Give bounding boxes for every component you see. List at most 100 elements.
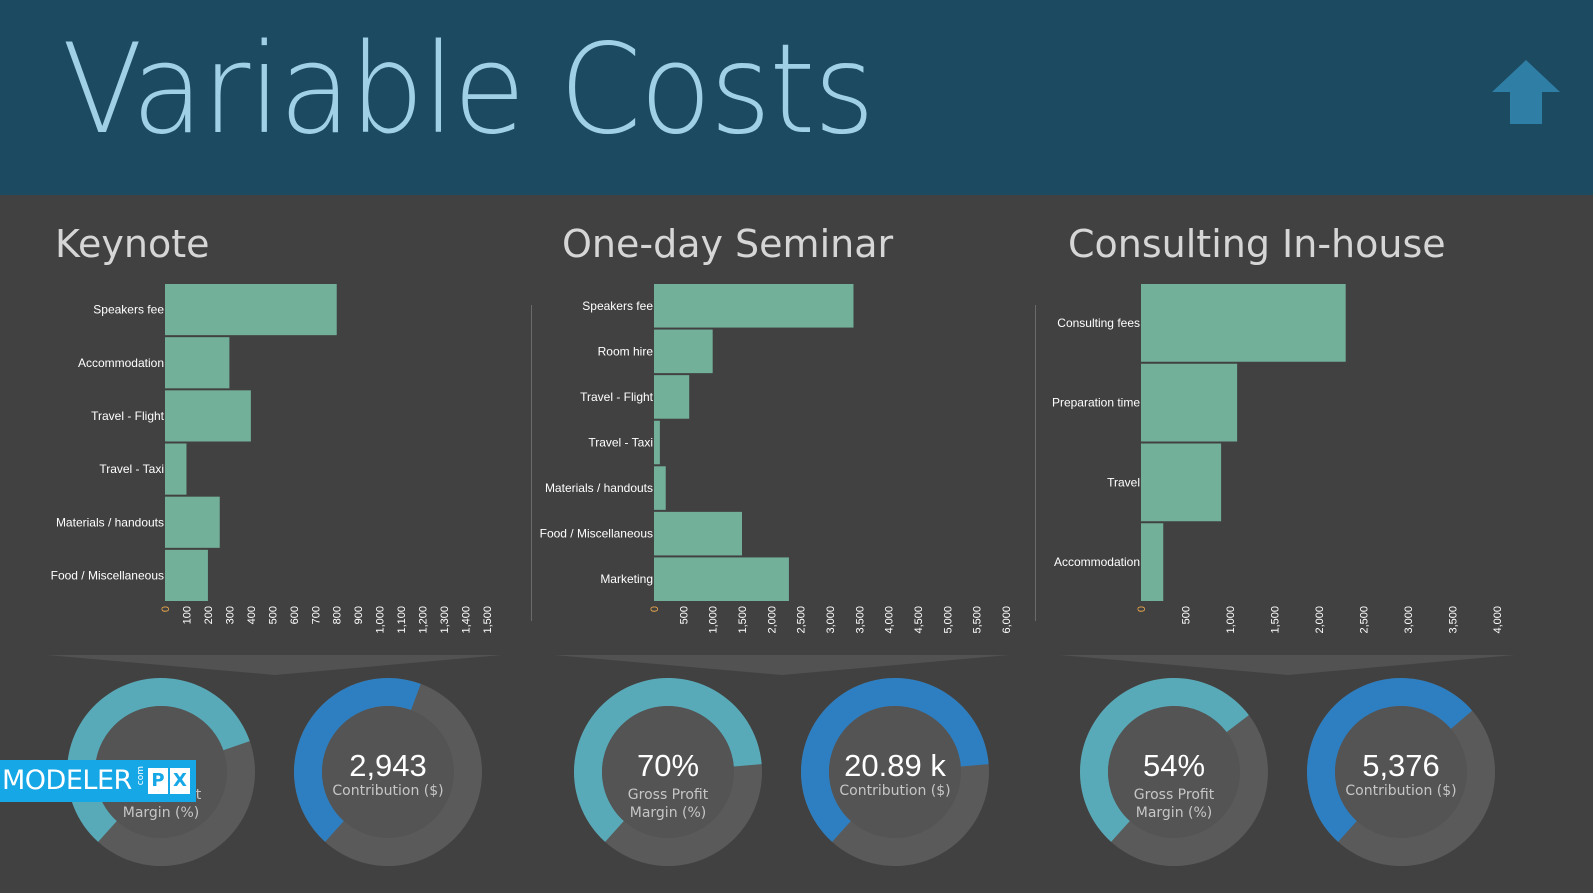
gauge-contribution: 5,376 Contribution ($)	[1303, 674, 1499, 870]
tick-label: 700	[310, 606, 322, 624]
tick-label: 800	[332, 606, 344, 624]
gauge-label-line2: Margin (%)	[629, 805, 707, 821]
panel-title-seminar: One-day Seminar	[562, 222, 894, 266]
bar	[1141, 363, 1238, 442]
gauge-center	[322, 706, 454, 838]
category-label: Accommodation	[1054, 555, 1140, 569]
bar	[654, 284, 854, 328]
funnel-divider	[47, 655, 502, 675]
gauge-value: 54%	[1142, 748, 1206, 783]
tick-label: 3,000	[1403, 606, 1415, 634]
logo-com: com	[136, 766, 146, 786]
gauge-center	[1335, 706, 1467, 838]
category-label: Marketing	[600, 572, 653, 586]
tick-label: 1,300	[439, 606, 451, 634]
tick-label: 900	[353, 606, 365, 624]
bar	[654, 420, 660, 465]
category-label: Materials / handouts	[56, 515, 164, 529]
tick-label: 2,500	[1359, 606, 1371, 634]
tick-label: 1,500	[482, 606, 494, 634]
tick-label: 0	[649, 606, 661, 612]
gauge-label-line1: Contribution ($)	[332, 783, 444, 799]
bar	[1141, 523, 1164, 601]
bar	[165, 284, 337, 336]
category-label: Accommodation	[78, 356, 164, 370]
tick-label: 3,000	[825, 606, 837, 634]
gauge-label-line1: Gross Profit	[1133, 787, 1215, 803]
panel-divider	[1035, 305, 1036, 621]
tick-label: 3,500	[1448, 606, 1460, 634]
category-label: Travel - Flight	[580, 390, 654, 404]
category-label: Materials / handouts	[545, 481, 653, 495]
bar	[165, 390, 251, 442]
tick-label: 1,200	[418, 606, 430, 634]
funnel-divider	[1060, 655, 1515, 675]
tick-label: 4,000	[1492, 606, 1504, 634]
logo-p: P	[148, 768, 168, 794]
bar	[165, 496, 220, 548]
bar	[165, 337, 230, 389]
gauge-arc	[1306, 677, 1473, 842]
tick-label: 400	[246, 606, 258, 624]
gauge-label-line1: Gross Profit	[627, 787, 709, 803]
gauge-gross-profit-margin: 54% Gross Profit Margin (%)	[1076, 674, 1272, 870]
tick-label: 2,000	[766, 606, 778, 634]
gauge-label: Gross Profit Margin (%)	[570, 786, 766, 822]
category-label: Travel - Taxi	[99, 462, 164, 476]
tick-label: 0	[1136, 606, 1148, 612]
gauge-label: Gross Profit Margin (%)	[1076, 786, 1272, 822]
tick-label: 200	[203, 606, 215, 624]
gauge-label: Contribution ($)	[797, 782, 993, 800]
page-title: Variable Costs	[62, 18, 875, 162]
bar	[654, 329, 713, 374]
tick-label: 2,500	[796, 606, 808, 634]
panel-title-keynote: Keynote	[55, 222, 210, 266]
tick-label: 500	[1181, 606, 1193, 624]
tick-label: 500	[678, 606, 690, 624]
gauge-contribution: 2,943 Contribution ($)	[290, 674, 486, 870]
tick-label: 1,500	[737, 606, 749, 634]
gauge-arc	[574, 678, 762, 842]
bar	[165, 443, 187, 495]
panel-title-consulting: Consulting In-house	[1068, 222, 1446, 266]
gauge-label-line1: Contribution ($)	[839, 783, 951, 799]
tick-label: 6,000	[1001, 606, 1013, 634]
tick-label: 4,000	[884, 606, 896, 634]
gauge-value: 5,376	[1362, 748, 1440, 783]
modeler-px-logo[interactable]: MODELER com P X	[0, 760, 196, 802]
gauge-arc	[294, 678, 421, 842]
tick-label: 2,000	[1314, 606, 1326, 634]
gauge-value: 2,943	[349, 748, 427, 783]
category-label: Room hire	[598, 344, 654, 358]
gauge-ring	[1306, 677, 1495, 866]
gauge-ring	[1080, 677, 1268, 866]
header-banner: Variable Costs	[0, 0, 1593, 195]
category-label: Speakers fee	[582, 299, 653, 313]
tick-label: 3,500	[854, 606, 866, 634]
arrow-up-icon[interactable]	[1490, 58, 1562, 128]
tick-label: 600	[289, 606, 301, 624]
tick-label: 100	[181, 606, 193, 624]
gauge-label-line2: Margin (%)	[122, 805, 200, 821]
gauge-ring	[294, 678, 482, 866]
tick-label: 5,500	[972, 606, 984, 634]
gauge-contribution: 20.89 k Contribution ($)	[797, 674, 993, 870]
gauge-arc	[1080, 677, 1249, 842]
panel-divider	[531, 305, 532, 621]
tick-label: 1,500	[1270, 606, 1282, 634]
tick-label: 1,000	[708, 606, 720, 634]
gauge-center	[602, 706, 734, 838]
bar	[1141, 443, 1222, 522]
logo-x: X	[170, 768, 190, 794]
gauge-gross-profit-margin: 70% Gross Profit Margin (%)	[570, 674, 766, 870]
tick-label: 300	[224, 606, 236, 624]
gauge-ring	[801, 678, 989, 866]
category-label: Food / Miscellaneous	[540, 527, 653, 541]
tick-label: 1,000	[375, 606, 387, 634]
bar	[1141, 284, 1346, 362]
gauge-label: Contribution ($)	[290, 782, 486, 800]
tick-label: 1,400	[461, 606, 473, 634]
bar	[654, 375, 690, 419]
gauge-value: 70%	[636, 748, 700, 783]
gauge-label-line2: Margin (%)	[1135, 805, 1213, 821]
